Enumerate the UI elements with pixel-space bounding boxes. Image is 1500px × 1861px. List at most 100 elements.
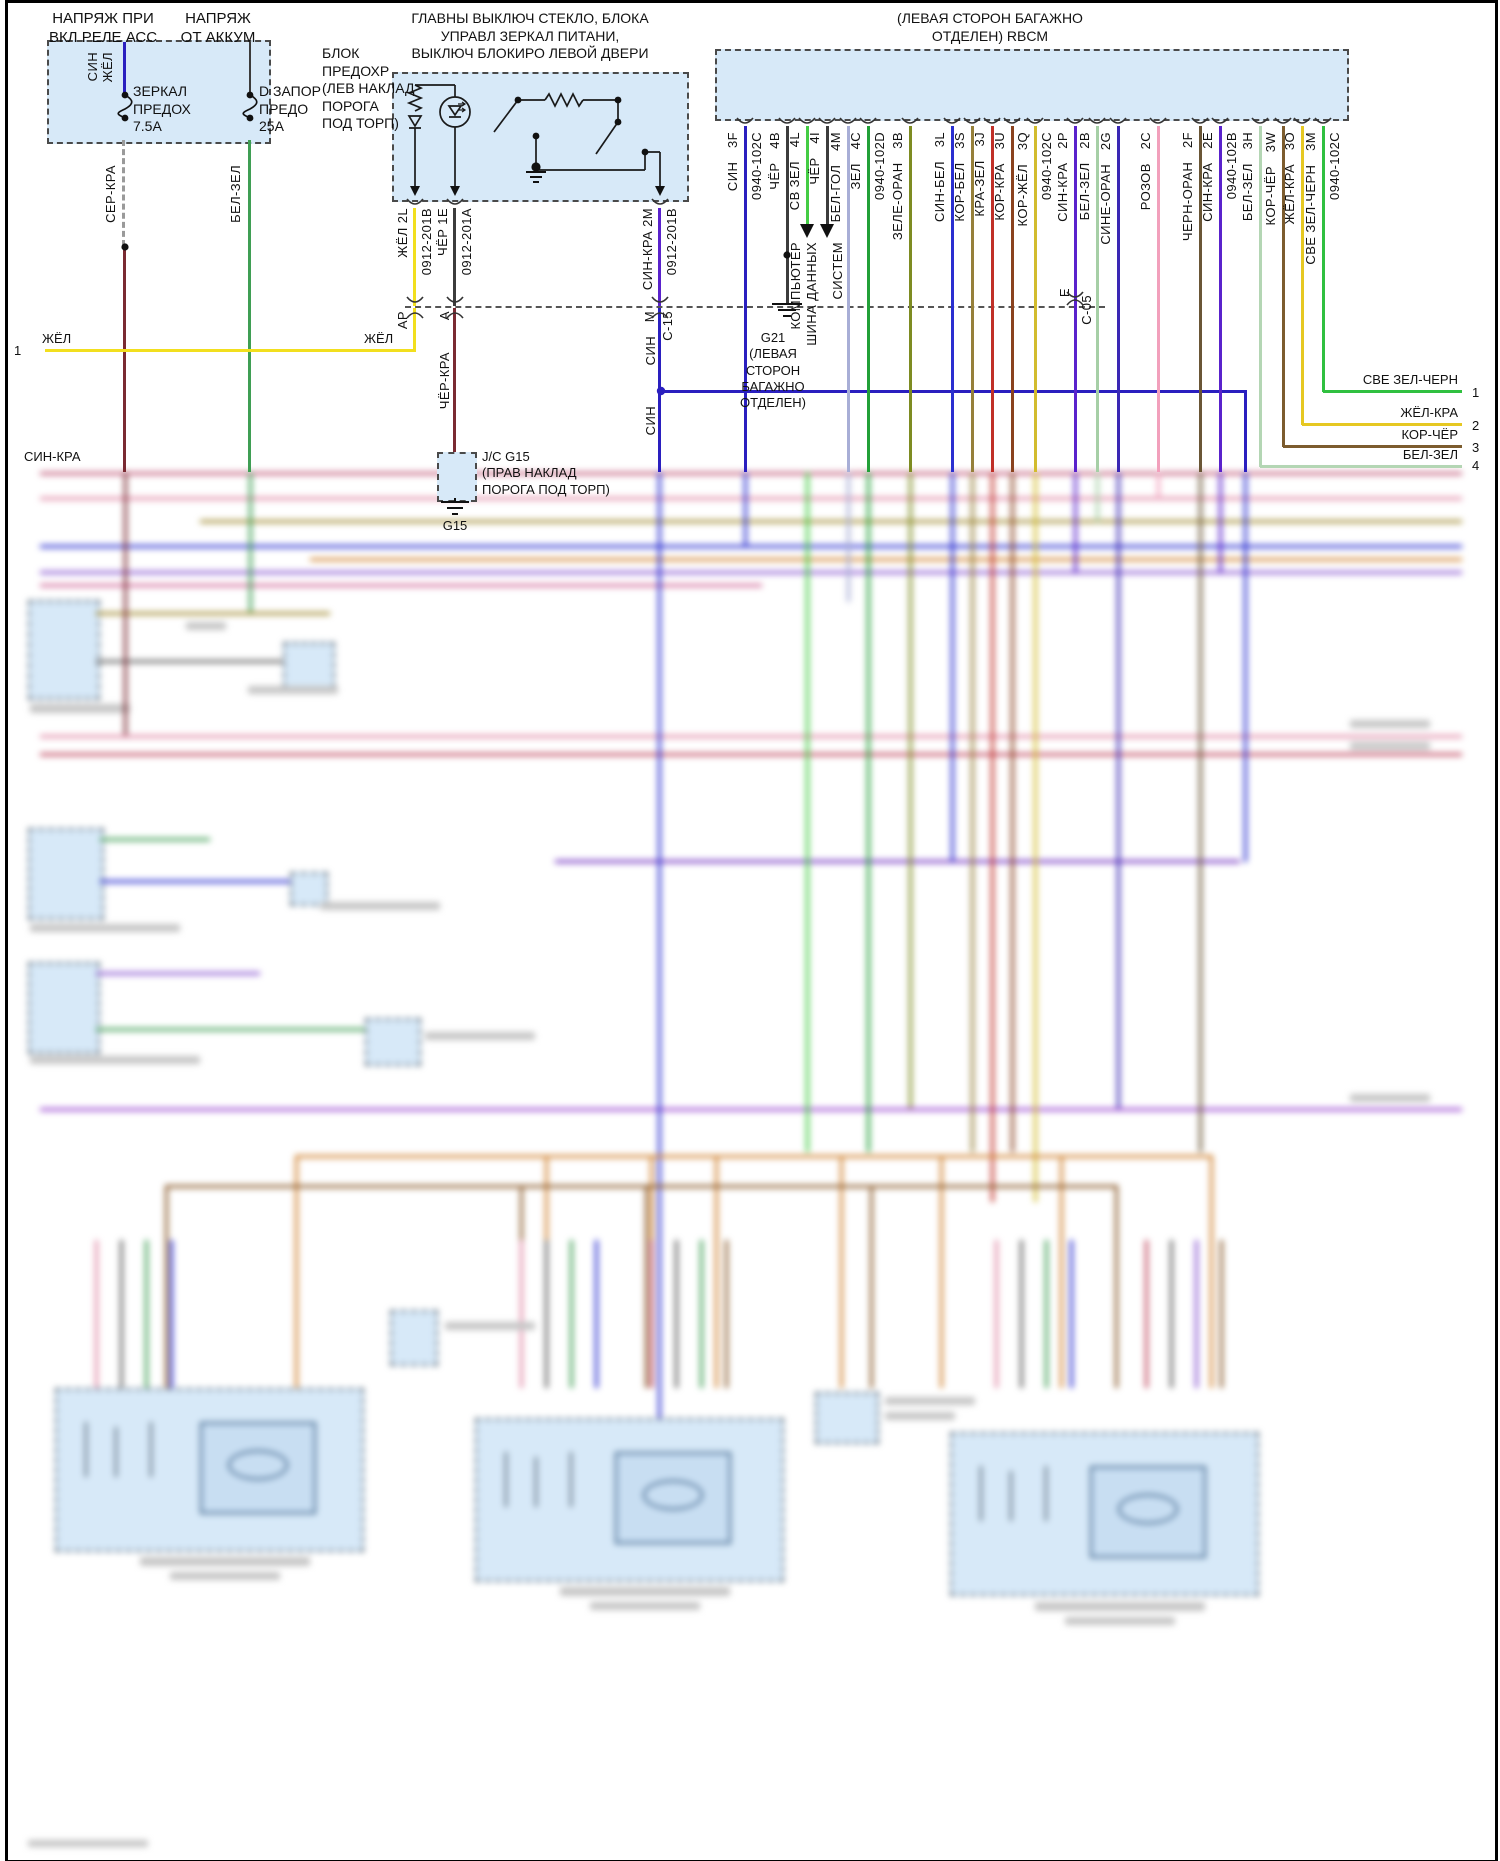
blurred-shape [870,1185,873,1388]
rbcm-pin-label: КОР-ЧЁР 3W [1263,132,1278,226]
connector-c15-line [405,306,1105,308]
blurred-shape [1244,472,1247,862]
rbcm-pin-label: БЕЛ-ГОЛ 4M [828,132,843,223]
connector-bracket-icon [1211,117,1229,124]
connector-bracket-icon [778,117,796,124]
rbcm-pin-connector-label: 0940-102C [749,132,764,200]
blurred-shape [1195,1240,1198,1388]
blurred-shape [40,584,762,587]
connector-bracket-icon [1251,117,1269,124]
blurred-shape [847,472,850,602]
data-bus-label-1: КОМПЬЮТЕР [788,242,803,330]
blurred-shape [991,472,994,1202]
rbcm-pin-wire [1157,126,1160,472]
wire-ser-kra [122,140,125,246]
rbcm-pin-label: КРА-ЗЕЛ 3J [972,132,987,217]
blurred-shape [295,1155,298,1388]
blurred-shape [1157,472,1160,499]
g15-ground-label: G15 [442,518,468,533]
right-row1-line [1323,390,1462,393]
blurred-shape [1045,1240,1048,1388]
blurred-shape [365,1018,421,1066]
rbcm-pin-wire [867,126,870,472]
rbcm-pin-label: КОР-БЕЛ 3S [952,132,967,222]
mirror-fuse-label: ЗЕРКАЛ ПРЕДОХ 7.5А [133,83,191,136]
rbcm-pin-wire [1074,126,1077,472]
blurred-shape [115,1427,117,1477]
blurred-shape [165,1185,1117,1188]
blurred-shape [85,1422,87,1477]
blurred-shape [40,571,1462,574]
right-row2-label: ЖЁЛ-КРА [1400,405,1458,420]
g21-line5: ОТДЕЛЕН) [739,395,806,410]
connector-pin-ap-label: АР [395,311,410,330]
g21-label: G21 (ЛЕВАЯ СТОРОН БАГАЖНО ОТДЕЛЕН) [726,330,820,411]
blurred-shape [1045,1466,1047,1521]
fuse-block-line5: ПОД ТОРП) [322,115,399,131]
blurred-shape [840,1155,843,1388]
blurred-shape [96,660,330,663]
blurred-shape [971,472,974,1152]
blurred-shape [40,545,1462,548]
blurred-shape [425,1032,535,1040]
blurred-shape [200,520,1462,523]
wire-zhel-row [45,349,416,352]
rbcm-pin-wire [786,126,789,304]
row1-number: 1 [14,343,22,358]
connector-bracket-icon [818,117,836,124]
right-row3-number: 3 [1472,440,1480,455]
rbcm-pin-label: СВЕ ЗЕЛ-ЧЕРН 3M [1303,132,1318,265]
rbcm-pin-label: КОР-ЖЁЛ 3Q [1015,132,1030,227]
blurred-shape [30,924,180,932]
blurred-shape [675,1240,678,1388]
blurred-shape [165,1185,168,1388]
wire-cher-1e-label: ЧЁР 1Е [435,208,450,256]
wire-cher-kra [453,308,456,454]
rbcm-pin-label: ЧЕРН-ОРАН 2F [1180,132,1195,242]
rbcm-pin-label: РОЗОВ 2C [1138,132,1153,211]
connector-pin-m-label: М [642,311,657,323]
battery-voltage-line1: НАПРЯЖ [185,10,251,27]
wire-cher-upper [453,208,456,306]
wire-sin-kra-upper [658,208,661,306]
mirror-fuse-line1: ЗЕРКАЛ [133,83,188,99]
row1-label-mid: ЖЁЛ [364,331,394,346]
blurred-shape [120,1240,123,1388]
blurred-shape [295,1155,1213,1158]
blurred-shape [555,860,1240,863]
rbcm-pin-label: ЧЁР 4B [767,132,782,190]
rbcm-pin-wire [847,126,850,472]
fuse-block-line4: ПОРОГА [322,97,379,114]
rbcm-title: (ЛЕВАЯ СТОРОН БАГАЖНО ОТДЕЛЕН) RBCM [790,10,1190,45]
battery-voltage-label: НАПРЯЖ ОТ АККУМ [168,10,268,48]
g15-junction-box [437,452,477,502]
rbcm-pin-label: БЕЛ-ЗЕЛ 2B [1077,132,1092,221]
blurred-shape [520,1240,523,1388]
blurred-shape [545,1240,548,1388]
blurred-shape [1350,742,1430,750]
fuse-block-location-label: БЛОК ПРЕДОХР (ЛЕВ НАКЛАД ПОРОГА ПОД ТОРП… [322,45,415,133]
rbcm-pin-wire [1322,126,1325,392]
rbcm-pin-wire [909,126,912,472]
rbcm-pin-wire [744,126,747,472]
g15-description: J/C G15 (ПРАВ НАКЛАД ПОРОГА ПОД ТОРП) [482,449,610,498]
blurred-shape [390,1310,438,1366]
wire-zhel-upper [413,208,416,306]
connector-bracket-icon [859,117,877,124]
blurred-shape [658,472,661,1462]
blurred-shape [28,962,100,1054]
blurred-shape [505,1452,507,1507]
blurred-shape [40,472,1462,475]
blurred-shape [100,880,310,883]
connector-bracket-icon [736,117,754,124]
connector-c15-label: С-15 [660,311,675,341]
blurred-shape [124,472,127,735]
wire-sin-kra-2m-label: СИН-КРА 2М [640,208,655,291]
rbcm-pin-wire [1219,126,1222,472]
rbcm-title-line2: ОТДЕЛЕН) RBCM [931,27,1049,44]
master-switch-title-line1: ГЛАВНЫ ВЫКЛЮЧ СТЕКЛО, БЛОКА [411,10,649,26]
fuse-box [47,40,271,144]
blurred-shape [1034,472,1037,1202]
connector-bracket-icon [901,117,919,124]
blurred-shape [28,828,104,920]
